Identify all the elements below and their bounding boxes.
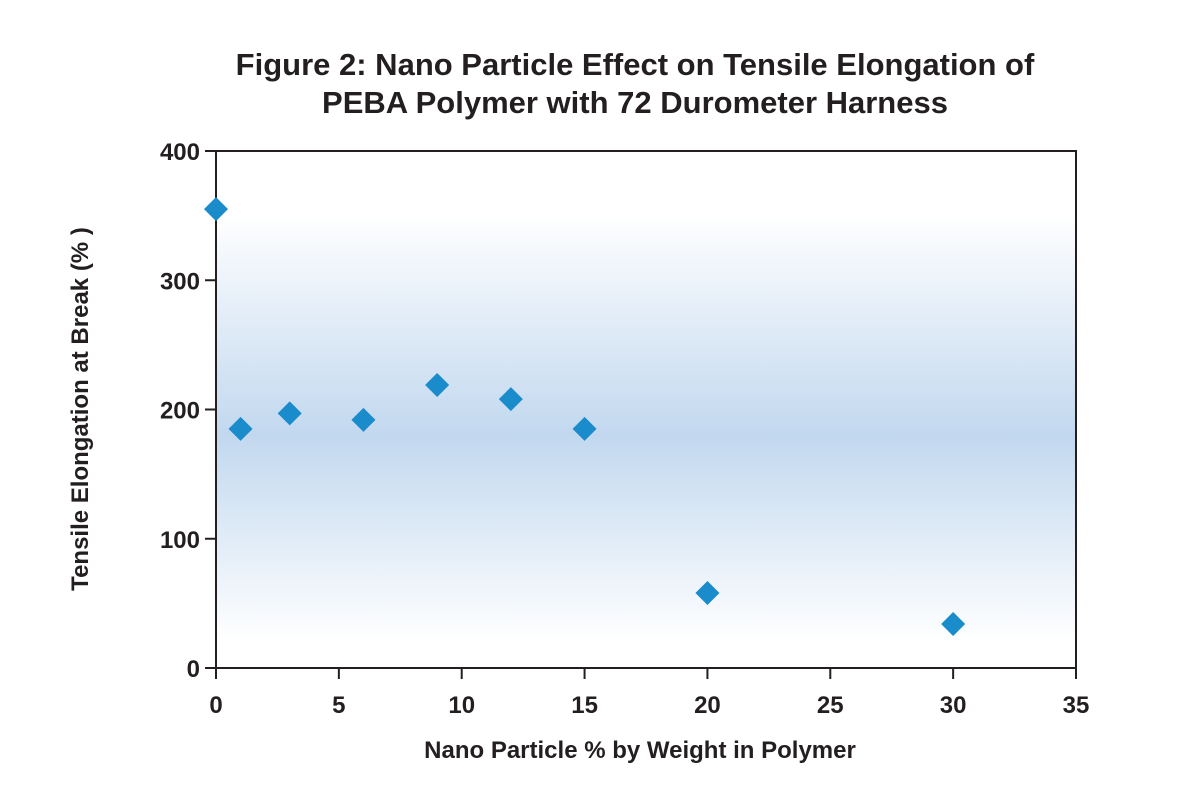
data-point bbox=[425, 372, 450, 397]
x-tick-label: 10 bbox=[448, 692, 475, 719]
chart-title-line-2: PEBA Polymer with 72 Durometer Harness bbox=[322, 85, 948, 120]
data-point bbox=[695, 581, 720, 606]
data-point bbox=[351, 407, 376, 432]
x-tick-label: 15 bbox=[571, 692, 598, 719]
y-tick-label: 0 bbox=[187, 656, 200, 683]
x-tick-label: 30 bbox=[940, 692, 967, 719]
x-tick-label: 0 bbox=[209, 692, 222, 719]
y-tick-label: 200 bbox=[160, 398, 200, 425]
data-point bbox=[498, 387, 523, 412]
data-point bbox=[941, 612, 966, 637]
data-series bbox=[204, 197, 966, 637]
y-tick-label: 400 bbox=[160, 139, 200, 166]
y-tick-label: 300 bbox=[160, 268, 200, 295]
chart-title-line-1: Figure 2: Nano Particle Effect on Tensil… bbox=[235, 47, 1035, 82]
x-tick-label: 35 bbox=[1063, 692, 1090, 719]
y-tick-label: 100 bbox=[160, 527, 200, 554]
x-tick-label: 25 bbox=[817, 692, 844, 719]
y-axis: 0 100 200 300 400 bbox=[160, 139, 216, 683]
y-axis-title: Tensile Elongation at Break (% ) bbox=[67, 227, 94, 591]
plot-area-background bbox=[216, 151, 1076, 668]
data-point bbox=[572, 416, 597, 441]
data-point bbox=[204, 197, 228, 222]
x-axis: 0 5 10 15 20 25 30 35 bbox=[209, 668, 1089, 719]
x-tick-label: 5 bbox=[332, 692, 345, 719]
x-axis-title: Nano Particle % by Weight in Polymer bbox=[424, 737, 856, 764]
x-tick-label: 20 bbox=[694, 692, 721, 719]
data-point bbox=[228, 416, 253, 441]
chart-title: Figure 2: Nano Particle Effect on Tensil… bbox=[0, 46, 1200, 122]
data-point bbox=[277, 401, 302, 426]
